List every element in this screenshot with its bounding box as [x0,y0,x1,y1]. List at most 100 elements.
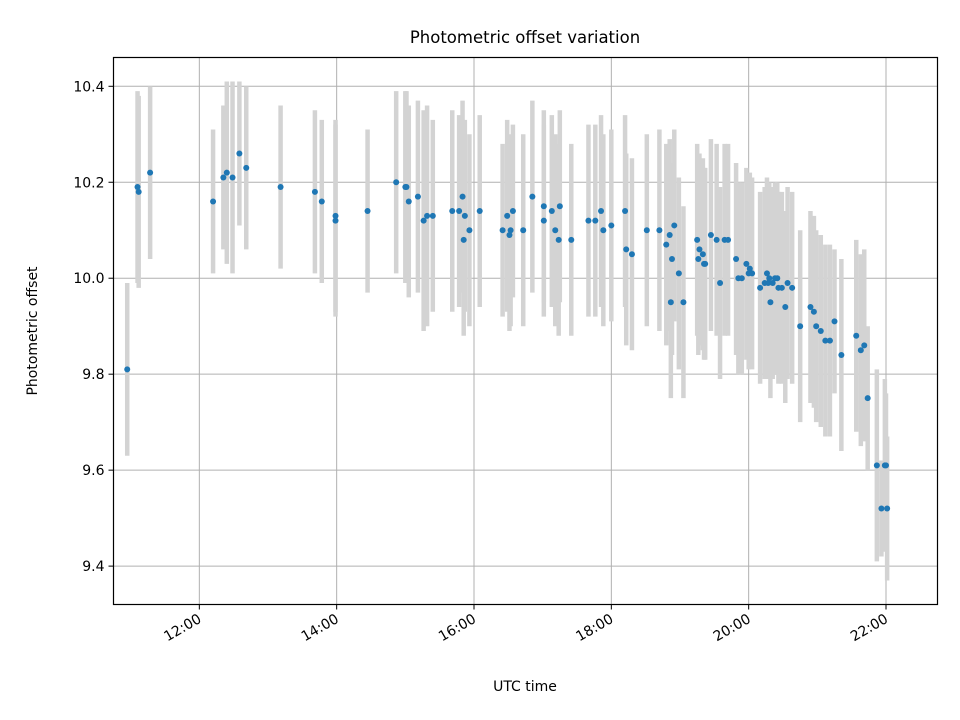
data-point [717,280,724,287]
x-tick-label: 22:00 [848,611,891,645]
data-point [449,208,456,215]
data-point [393,179,400,186]
data-point [769,280,776,287]
data-point [826,337,833,344]
data-point [680,299,687,306]
data-point [767,299,774,306]
data-point [476,208,483,215]
data-point [857,347,864,354]
data-point [134,184,141,191]
x-tick-label: 20:00 [711,611,754,645]
y-tick-label: 10.2 [73,175,104,191]
data-point [878,505,885,512]
data-point [810,308,817,315]
data-point [774,275,781,282]
data-point [402,184,409,191]
data-point [746,265,753,272]
data-point [220,174,227,181]
data-point [713,236,720,243]
x-axis: 12:00 14:00 16:00 18:00 20:00 22:00 [161,604,891,645]
data-point [883,462,889,469]
data-point [124,366,131,373]
data-point [663,241,670,248]
data-point [789,284,796,291]
data-point [332,217,339,224]
data-point [424,212,431,219]
x-tick-label: 16:00 [436,611,479,645]
data-point [797,323,804,330]
data-point [622,208,629,215]
data-point [507,227,514,234]
data-point [461,212,468,219]
y-axis-label: Photometric offset [25,266,41,396]
data-point [807,304,814,311]
y-axis: 9.4 9.6 9.8 10.0 10.2 10.4 [73,79,114,575]
data-point [766,275,773,282]
data-point [782,304,789,311]
data-point [600,227,607,234]
data-point [671,222,678,229]
data-point [822,337,829,344]
data-point [420,217,427,224]
data-point [548,208,555,215]
x-tick-label: 14:00 [299,611,342,645]
data-point [864,395,871,402]
data-point [506,232,513,239]
y-tick-label: 10.0 [73,271,104,287]
data-point [592,217,599,224]
data-point [414,193,421,200]
data-point [695,256,702,263]
data-point [763,270,770,277]
data-point [702,260,709,267]
data-point [540,217,547,224]
data-point [707,232,714,239]
data-point [540,203,547,210]
data-point [608,222,615,229]
data-point [229,174,236,181]
data-point [738,275,745,282]
data-point [585,217,592,224]
data-point [733,256,740,263]
data-point [884,505,891,512]
data-point [556,203,563,210]
data-point [817,328,824,334]
data-point [311,188,318,195]
data-point [405,198,412,205]
data-point [666,232,673,239]
data-point [784,280,791,287]
data-point [223,169,230,176]
data-point [529,193,536,200]
x-tick-label: 18:00 [573,611,616,645]
data-point [459,193,466,200]
data-point [509,208,516,215]
data-point [456,208,463,215]
data-point [243,164,250,171]
data-point [667,299,674,306]
data-point [694,236,701,243]
y-tick-label: 9.8 [82,367,104,383]
y-tick-label: 9.4 [82,559,104,575]
data-point [743,260,750,267]
data-point [568,236,575,243]
data-point [277,184,284,191]
data-point [332,212,339,219]
data-point [668,256,675,263]
data-point [861,342,868,349]
data-point [552,227,559,234]
data-point [643,227,650,234]
data-point [147,169,154,176]
data-point [853,332,860,339]
data-point [460,236,467,243]
data-point [318,198,325,205]
data-point [696,246,703,253]
data-point [429,212,436,219]
data-point [749,270,756,277]
data-point [757,284,764,291]
data-point [831,318,838,325]
data-point [504,212,511,219]
data-point [499,227,506,234]
x-tick-label: 12:00 [161,611,204,645]
data-point [135,188,142,195]
data-point [675,270,682,277]
data-point [656,227,663,234]
